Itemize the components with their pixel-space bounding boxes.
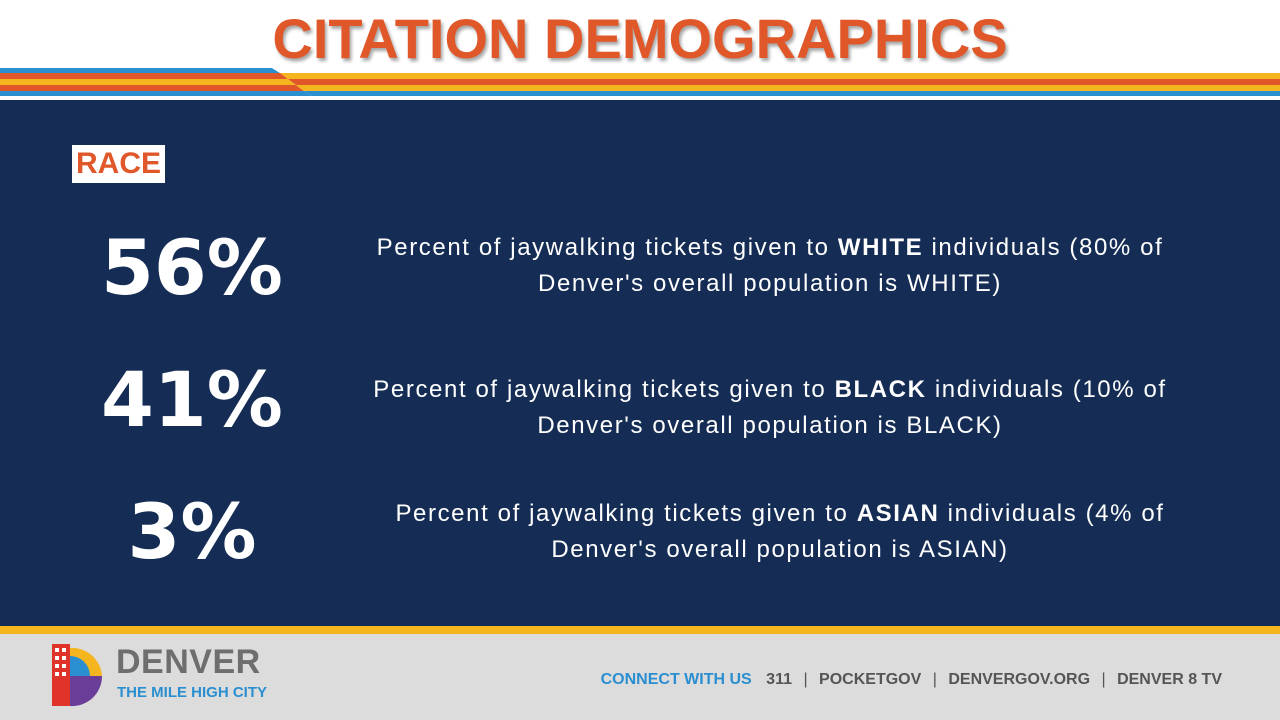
footer-divider xyxy=(0,626,1280,634)
denver-logo-icon xyxy=(52,644,103,707)
page-title: CITATION DEMOGRAPHICS xyxy=(272,7,1008,70)
link-denver8tv[interactable]: DENVER 8 TV xyxy=(1117,671,1222,688)
footer: DENVER THE MILE HIGH CITY CONNECT WITH U… xyxy=(0,634,1280,720)
stat-percent: 56% xyxy=(101,223,283,312)
stat-percent: 3% xyxy=(127,487,257,576)
separator: | xyxy=(1101,671,1106,688)
link-pocketgov[interactable]: POCKETGOV xyxy=(819,671,922,688)
section-label-race: RACE xyxy=(72,145,166,183)
brand-name: DENVER xyxy=(116,643,261,681)
separator: | xyxy=(803,671,808,688)
link-311[interactable]: 311 xyxy=(766,671,792,688)
stat-black: 41% Percent of jaywalking tickets given … xyxy=(0,356,1280,456)
brand-tagline: THE MILE HIGH CITY xyxy=(117,684,267,701)
stat-description: Percent of jaywalking tickets given to W… xyxy=(376,234,1164,297)
connect-label: CONNECT WITH US xyxy=(600,671,752,688)
stat-description: Percent of jaywalking tickets given to A… xyxy=(395,500,1165,563)
group-name: BLACK xyxy=(834,376,927,403)
separator: | xyxy=(932,671,937,688)
stat-asian: 3% Percent of jaywalking tickets given t… xyxy=(0,492,1280,592)
stat-description: Percent of jaywalking tickets given to B… xyxy=(373,376,1167,439)
decorative-stripes xyxy=(0,68,1280,96)
content-panel: RACE 56% Percent of jaywalking tickets g… xyxy=(0,100,1280,626)
group-name: WHITE xyxy=(837,234,924,261)
stat-white: 56% Percent of jaywalking tickets given … xyxy=(0,228,1280,328)
connect-links: CONNECT WITH US 311 | POCKETGOV | DENVER… xyxy=(601,671,1222,689)
stat-percent: 41% xyxy=(101,355,283,444)
link-denvergov[interactable]: DENVERGOV.ORG xyxy=(948,671,1091,688)
group-name: ASIAN xyxy=(856,500,940,527)
